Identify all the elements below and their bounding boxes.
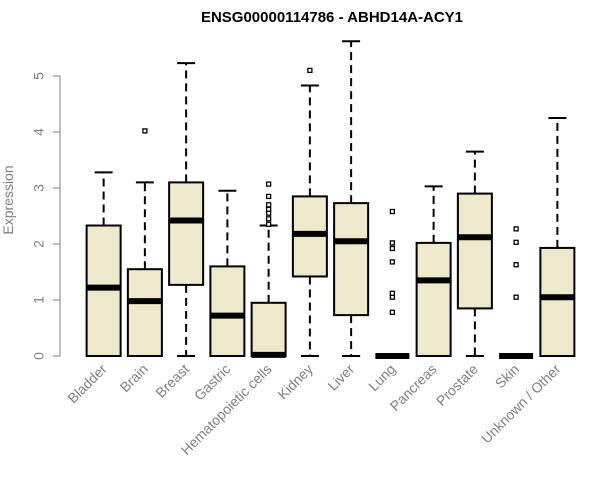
box-brain bbox=[126, 128, 163, 358]
box-bladder bbox=[85, 171, 122, 357]
y-tick-label: 1 bbox=[31, 296, 47, 304]
x-tick-label: Lung bbox=[365, 361, 398, 394]
box-pancreas bbox=[415, 185, 452, 358]
box-unknown-other bbox=[539, 117, 576, 357]
x-tick-label: Skin bbox=[492, 361, 523, 392]
box-lung bbox=[375, 208, 410, 359]
outlier-point bbox=[513, 226, 519, 232]
y-tick-label: 5 bbox=[31, 72, 47, 80]
box-kidney bbox=[291, 67, 328, 357]
iqr-box bbox=[209, 265, 246, 357]
outlier-point bbox=[265, 206, 272, 212]
x-tick-label: Breast bbox=[152, 361, 192, 401]
outlier-point bbox=[513, 294, 519, 300]
y-axis: 0 1 2 3 4 5 bbox=[31, 72, 61, 360]
outlier-point bbox=[265, 193, 272, 200]
x-tick-label: Liver bbox=[324, 361, 357, 394]
outlier-point bbox=[513, 239, 519, 245]
y-tick-label: 2 bbox=[31, 240, 47, 248]
outlier-point bbox=[513, 262, 519, 268]
box-breast bbox=[168, 62, 205, 357]
outlier-point bbox=[389, 259, 396, 265]
outlier-point bbox=[389, 309, 396, 315]
outlier-point bbox=[265, 202, 272, 208]
x-tick-label: Bladder bbox=[64, 361, 110, 407]
iqr-box bbox=[415, 241, 452, 358]
iqr-box bbox=[456, 192, 493, 310]
outlier-point bbox=[389, 240, 396, 246]
outlier-point bbox=[389, 245, 396, 252]
outlier-point bbox=[389, 290, 396, 296]
box-skin bbox=[499, 226, 534, 359]
outlier-point bbox=[307, 67, 313, 74]
y-tick-label: 0 bbox=[31, 352, 47, 360]
x-tick-label: Brain bbox=[117, 361, 151, 395]
y-tick-label: 4 bbox=[31, 128, 47, 136]
outlier-point bbox=[265, 221, 272, 228]
box-hematopoietic-cells bbox=[250, 181, 287, 358]
outlier-point bbox=[265, 216, 272, 222]
iqr-box bbox=[333, 202, 370, 317]
outlier-point bbox=[265, 181, 272, 187]
chart-title: ENSG00000114786 - ABHD14A-ACY1 bbox=[201, 9, 463, 26]
iqr-box bbox=[250, 301, 287, 357]
iqr-box bbox=[539, 246, 576, 357]
outlier-point bbox=[142, 128, 148, 134]
y-axis-label: Expression bbox=[0, 165, 16, 234]
box-liver bbox=[333, 40, 370, 357]
iqr-box bbox=[168, 181, 205, 286]
box-prostate bbox=[456, 150, 493, 357]
box-gastric bbox=[209, 189, 246, 357]
outlier-point bbox=[389, 208, 396, 215]
y-tick-label: 3 bbox=[31, 184, 47, 192]
x-tick-label: Kidney bbox=[274, 361, 316, 403]
boxes-group bbox=[85, 40, 576, 359]
iqr-box bbox=[85, 224, 122, 357]
x-tick-label: Prostate bbox=[433, 361, 481, 409]
iqr-box bbox=[126, 268, 163, 358]
